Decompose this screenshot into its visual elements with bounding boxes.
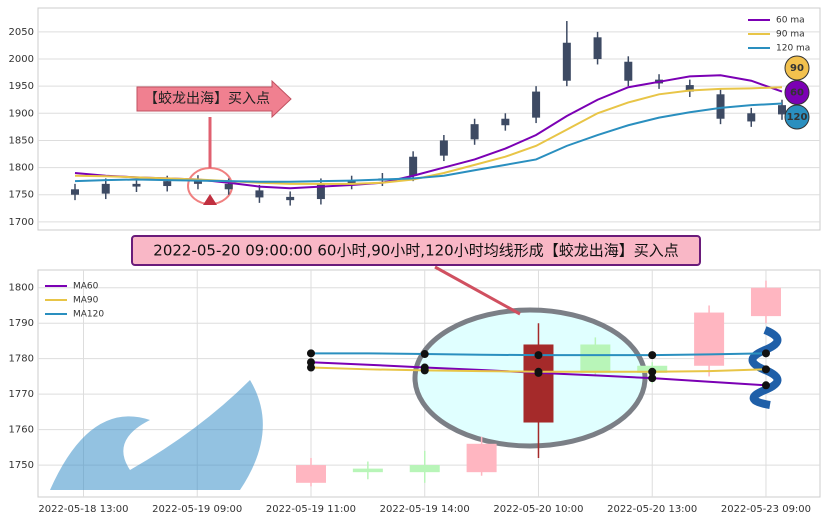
candle-body [439, 140, 448, 156]
badge-label: 60 [790, 88, 804, 99]
legend-label: MA60 [73, 282, 99, 292]
candle-body [593, 37, 602, 60]
candle-body [778, 105, 786, 115]
candle-body [224, 183, 233, 190]
badge-label: 90 [790, 63, 804, 74]
buy-marker [203, 194, 217, 205]
x-tick-label: 2022-05-20 10:00 [493, 504, 583, 515]
y-tick-label: 1750 [9, 460, 34, 471]
ma-point [648, 351, 657, 360]
candle-body [409, 156, 418, 176]
y-tick-label: 1800 [9, 283, 34, 294]
y-tick-label: 1790 [9, 318, 34, 329]
grid-layer: 1700 1750 1800 1850 1900 1950 2000 2050 1750 1760… [9, 27, 820, 515]
y-tick-label: 1750 [9, 190, 34, 201]
badge [784, 104, 810, 130]
x-tick-label: 2022-05-19 14:00 [380, 504, 470, 515]
ma-point [534, 367, 543, 376]
candle-body [193, 180, 202, 184]
legend-label: 90 ma [776, 30, 805, 40]
candle-body [255, 190, 264, 198]
legend-label: 60 ma [776, 16, 805, 26]
candle-body [286, 196, 295, 201]
y-tick-label: 1950 [9, 81, 34, 92]
y-tick-label: 1900 [9, 108, 34, 119]
x-tick-label: 2022-05-23 09:00 [721, 504, 811, 515]
x-tick-label: 2022-05-19 11:00 [266, 504, 356, 515]
annotation-text: 2022-05-20 09:00:00 60小时,90小时,120小时均线形成【… [153, 242, 678, 260]
ma-point [761, 349, 770, 358]
plot-area [37, 7, 821, 231]
candle-body [132, 183, 141, 187]
mark-layer: 60 ma 90 ma 120 ma 90 60 120 MA60 MA90 MA120 [45, 16, 810, 487]
ma-point [761, 365, 770, 374]
candle-body [747, 113, 756, 122]
y-tick-label: 1700 [9, 217, 34, 228]
annotation-banner [131, 235, 701, 266]
candle-body [694, 312, 725, 366]
y-tick-label: 1760 [9, 425, 34, 436]
candle-body [532, 91, 541, 118]
ma-line [74, 102, 783, 183]
wave-decoration [50, 380, 263, 490]
candle-body [580, 344, 611, 373]
candle-body [501, 118, 510, 126]
candle-body [685, 85, 694, 92]
candle-body [466, 443, 497, 473]
candle-body [295, 465, 326, 483]
y-tick-label: 1770 [9, 389, 34, 400]
legend-label: MA120 [73, 310, 104, 320]
ma-point [420, 366, 429, 375]
badge-label: 120 [787, 112, 808, 123]
y-tick-label: 1780 [9, 354, 34, 365]
x-tick-label: 2022-05-20 13:00 [607, 504, 697, 515]
x-tick-label: 2022-05-19 09:00 [152, 504, 242, 515]
ma-point [306, 363, 315, 372]
y-tick-label: 1850 [9, 135, 34, 146]
ma-point [420, 350, 429, 359]
ma-point [534, 351, 543, 360]
legend-label: MA90 [73, 296, 99, 306]
legend-label: 120 ma [776, 44, 810, 54]
candle-body [470, 124, 479, 140]
x-tick-label: 2022-05-18 13:00 [38, 504, 128, 515]
candle-body [347, 181, 356, 184]
ma-point [648, 374, 657, 383]
y-tick-label: 1800 [9, 163, 34, 174]
annotation-text: 【蛟龙出海】买入点 [144, 91, 270, 107]
candle-body [716, 94, 725, 119]
ma-point [761, 381, 770, 390]
candle-body [562, 42, 571, 81]
candle-body [624, 61, 633, 81]
candle-body [750, 287, 781, 317]
candle-body [71, 189, 79, 195]
annotations: 【蛟龙出海】买入点 2022-05-20 09:00:00 60小时,90小时,… [131, 79, 701, 316]
candle-body [101, 183, 110, 194]
y-tick-label: 2000 [9, 54, 34, 65]
annotation-pointer [434, 265, 521, 316]
candle-body [409, 465, 440, 473]
candle-body [316, 183, 325, 200]
ma-point [306, 349, 315, 358]
candle-body [163, 181, 172, 187]
y-tick-label: 2050 [9, 27, 34, 38]
ma-point [648, 367, 657, 376]
annotation-arrow [136, 79, 292, 119]
candle-body [352, 468, 383, 473]
